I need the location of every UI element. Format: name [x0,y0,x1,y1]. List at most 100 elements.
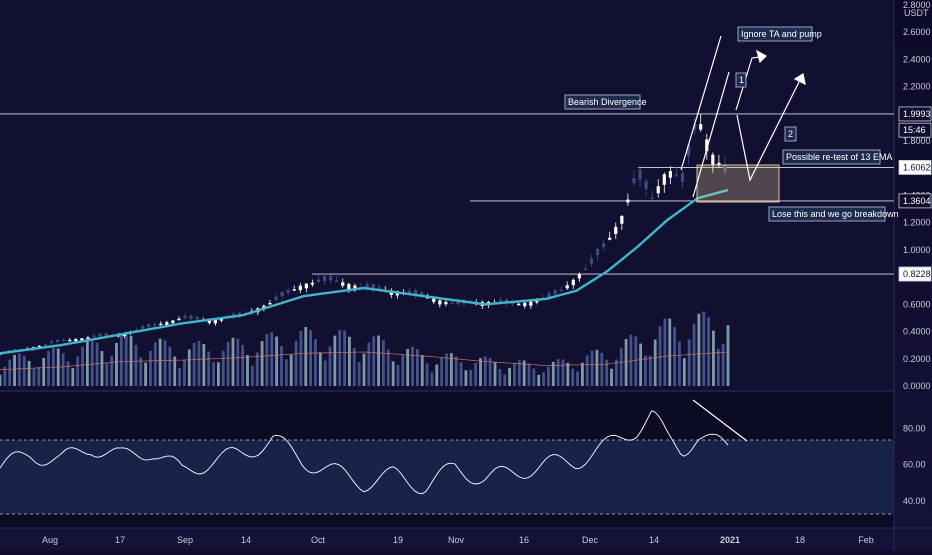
annotation-text: 2 [788,129,793,139]
volume-bar [420,355,424,386]
volume-bar [61,353,65,386]
volume-bar [3,366,7,386]
time-tick-label: 17 [115,535,125,545]
candle-body [310,282,315,285]
candle-body [577,274,581,279]
volume-bar [348,336,351,386]
candle-body [377,287,381,290]
volume-bar [644,355,647,386]
volume-bar [678,341,681,386]
volume-bar [47,351,50,386]
candle-body [407,290,412,294]
retest-zone-box [696,164,780,203]
volume-bar [13,354,16,386]
volume-bar [22,355,26,386]
candle-body [80,338,84,341]
volume-bar [682,358,686,386]
candle-body [98,333,102,337]
time-axis[interactable]: Aug 17 Sep 14 Oct 19 Nov 16 Dec 14 2021 18 Feb [42,535,874,545]
candle-body [420,292,424,296]
candle-body [43,344,48,346]
candle-body [438,300,442,305]
candle-body [620,215,624,224]
volume-bar [318,352,322,386]
volume-bar [406,348,410,386]
time-tick-label: 16 [519,535,529,545]
candle-body [56,339,60,342]
volume-ma [0,351,729,371]
time-tick-label: 2021 [720,535,740,545]
volume-bar [8,359,12,386]
volume-bar [85,340,89,386]
volume-bar [158,338,162,386]
price-badge-text: 1.3604 [903,196,931,206]
volume-bar [241,344,245,386]
volume-bar [673,327,677,386]
volume-bar [221,350,225,386]
price-tick-label: 2.6000 [903,27,931,37]
volume-bar [178,368,181,386]
price-tick-label: 1.2000 [903,218,931,228]
volume-bar [207,351,211,386]
candle-body [274,296,278,300]
candle-body [674,174,679,177]
candle-body [189,315,193,319]
volume-bar [697,313,701,386]
price-badge-text: 15:46 [903,125,926,135]
volume-bar [333,335,337,386]
volume-bars [0,311,730,386]
candle-body [165,322,169,326]
candle-body [668,171,672,178]
volume-bar [100,351,104,386]
price-unit-label: USDT [904,8,929,18]
volume-bar [163,340,167,386]
volume-bar [382,340,385,386]
candle-body [62,339,66,342]
volume-bar [663,318,667,386]
volume-bar [532,368,536,386]
volume-bar [551,361,555,386]
candle-body [717,162,721,165]
volume-bar [362,353,366,386]
volume-bar [304,326,308,386]
candle-body [286,290,290,293]
volume-bar [464,370,468,386]
time-tick-label: 18 [795,535,805,545]
volume-bar [352,348,356,386]
volume-bar [246,354,249,386]
volume-bar [76,356,80,386]
volume-bar [639,343,643,386]
candle-body [711,154,715,165]
volume-bar [173,356,177,386]
volume-bar [712,330,715,386]
price-badge: 1.9993 [898,106,932,122]
price-badge-text: 1.6062 [903,162,931,172]
candle-body [153,324,157,326]
volume-bar [255,352,259,386]
candle-body [553,290,557,295]
candle-body [13,349,17,351]
volume-bar [566,362,570,386]
volume-bar [401,355,405,386]
volume-bar [265,333,269,386]
volume-bar [357,362,361,386]
volume-bar [90,338,94,386]
candle-body [523,302,527,307]
volume-bar [134,344,138,386]
volume-bar [503,374,507,386]
rsi-axis: 80.00 60.00 40.00 [903,423,926,506]
candle-body [614,226,618,235]
candle-body [341,282,345,286]
volume-bar [721,343,725,386]
candle-body [86,337,90,339]
annotation-box [784,126,797,142]
candle-body [177,318,181,321]
rsi-polyline [0,410,729,495]
volume-bar [537,374,541,386]
volume-bar [454,356,458,386]
candle-body [371,284,375,289]
volume-bar [585,355,589,386]
trend-line-upper [680,35,722,171]
volume-bar [517,360,521,386]
